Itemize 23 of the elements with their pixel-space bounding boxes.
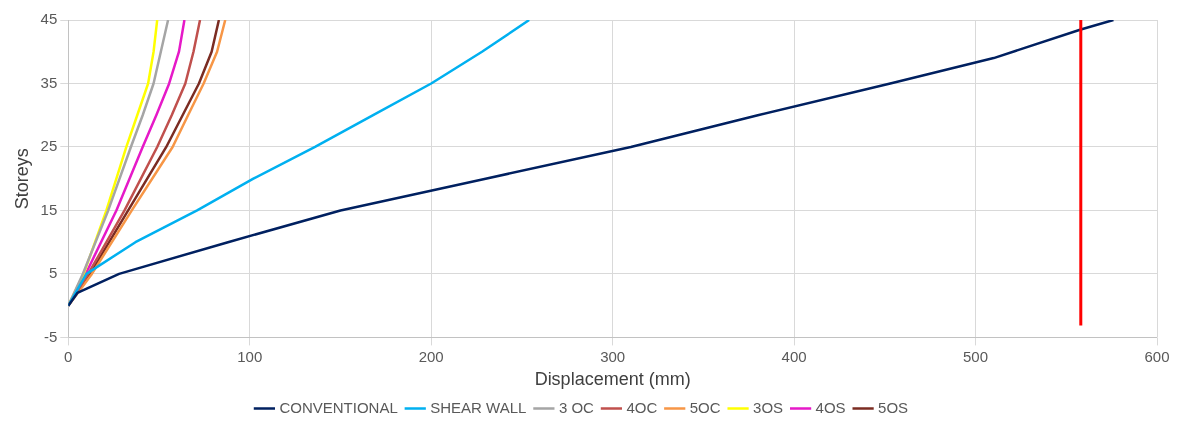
legend-label: 5OS [878,398,909,416]
y-tick-label: 35 [40,73,58,91]
y-tick-label: 5 [48,264,58,282]
x-tick-label: 600 [1144,347,1170,365]
y-tick-label: 15 [40,200,58,218]
x-tick-label: 200 [418,347,444,365]
x-tick-label: 300 [600,347,626,365]
y-tick-label: -5 [43,327,58,345]
x-tick-label: 400 [781,347,807,365]
x-axis-title: Displacement (mm) [534,369,691,390]
legend-label: 4OC [626,398,658,416]
legend-label: CONVENTIONAL [279,398,398,416]
x-tick-label: 0 [64,347,73,365]
x-tick-label: 100 [237,347,263,365]
legend-label: 5OC [689,398,721,416]
legend-label: 4OS [815,398,846,416]
x-tick-label: 500 [963,347,989,365]
y-axis-title: Storeys [11,148,32,210]
legend-label: SHEAR WALL [430,398,527,416]
legend-label: 3OS [753,398,784,416]
y-tick-label: 25 [40,137,58,155]
y-tick-label: 45 [40,10,58,28]
legend-label: 3 OC [558,398,595,416]
